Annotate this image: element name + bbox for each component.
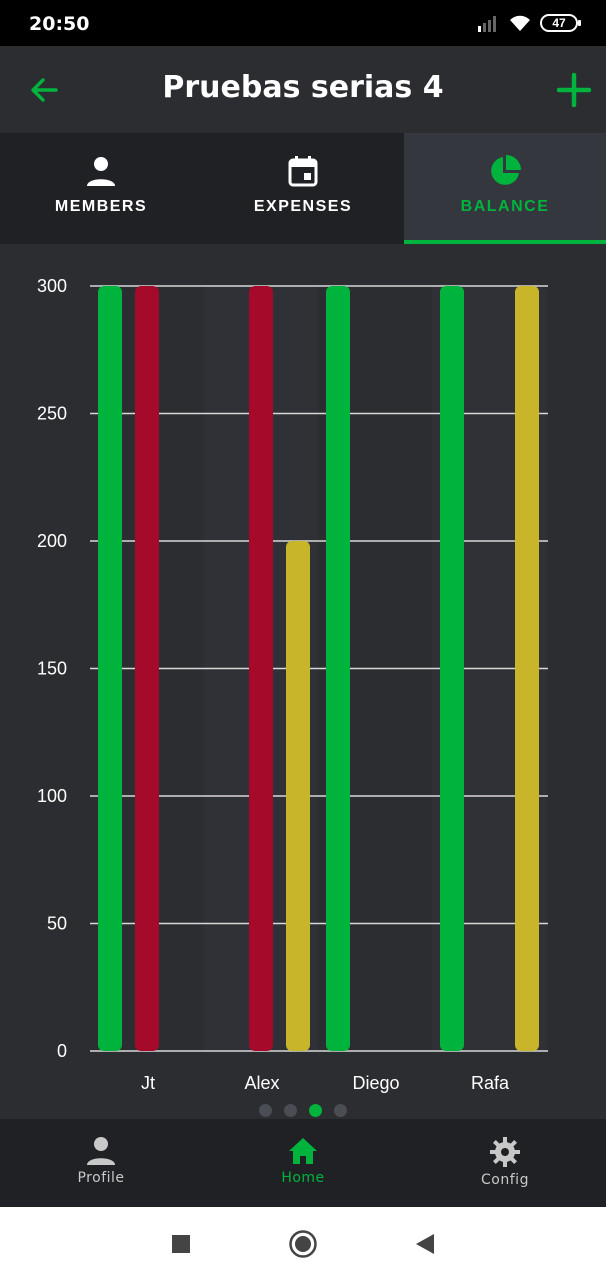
pager-dot[interactable] bbox=[259, 1104, 272, 1117]
bar bbox=[135, 286, 159, 1051]
x-tick-label: Alex bbox=[244, 1073, 279, 1093]
tab-label: BALANCE bbox=[460, 198, 550, 215]
back-system-button[interactable] bbox=[410, 1229, 440, 1259]
pager-dots bbox=[0, 1104, 606, 1117]
status-icons: 47 bbox=[476, 14, 581, 32]
status-bar: 20:50 47 bbox=[0, 0, 606, 46]
tab-label: EXPENSES bbox=[253, 198, 353, 215]
bar bbox=[249, 286, 273, 1051]
bar bbox=[286, 541, 310, 1051]
nav-home[interactable]: Home bbox=[202, 1119, 404, 1207]
person-icon bbox=[83, 153, 119, 189]
back-button[interactable] bbox=[24, 70, 64, 110]
home-icon bbox=[289, 1138, 317, 1164]
pie-chart-icon bbox=[487, 153, 523, 189]
balance-chart: 0 50 100 150 200 250 300 Jt Alex Diego Rafa bbox=[0, 244, 606, 1119]
system-nav bbox=[0, 1207, 606, 1280]
tab-members[interactable]: MEMBERS bbox=[0, 133, 202, 244]
arrow-left-icon bbox=[31, 78, 58, 102]
circle-icon bbox=[289, 1229, 317, 1258]
pager-dot[interactable] bbox=[309, 1104, 322, 1117]
x-tick-label: Rafa bbox=[471, 1073, 510, 1093]
signal-icon bbox=[478, 16, 496, 32]
battery-icon: 47 bbox=[540, 14, 581, 32]
home-system-button[interactable] bbox=[288, 1229, 318, 1259]
bar bbox=[440, 286, 464, 1051]
back-triangle-icon bbox=[416, 1233, 434, 1254]
plus-icon bbox=[556, 72, 592, 108]
y-tick-label: 250 bbox=[37, 404, 67, 424]
y-tick-label: 300 bbox=[37, 276, 67, 296]
wifi-icon bbox=[510, 15, 530, 31]
bar bbox=[326, 286, 350, 1051]
nav-profile[interactable]: Profile bbox=[0, 1119, 202, 1207]
bar bbox=[515, 286, 539, 1051]
y-tick-label: 0 bbox=[57, 1041, 67, 1061]
tab-bar: MEMBERS EXPENSES BALANCE bbox=[0, 133, 606, 244]
bar bbox=[98, 286, 122, 1051]
x-tick-label: Jt bbox=[141, 1073, 155, 1093]
calendar-icon bbox=[285, 153, 321, 189]
tab-balance[interactable]: BALANCE bbox=[404, 133, 606, 244]
person-icon bbox=[87, 1137, 115, 1165]
y-tick-label: 150 bbox=[37, 659, 67, 679]
square-icon bbox=[172, 1234, 190, 1253]
pager-dot[interactable] bbox=[334, 1104, 347, 1117]
add-button[interactable] bbox=[552, 68, 596, 112]
nav-config[interactable]: Config bbox=[404, 1119, 606, 1207]
y-tick-label: 50 bbox=[47, 914, 67, 934]
bottom-nav: Profile Home Config bbox=[0, 1119, 606, 1207]
gear-icon bbox=[490, 1137, 520, 1167]
app-bar: Pruebas serias 4 bbox=[0, 46, 606, 133]
x-tick-label: Diego bbox=[352, 1073, 399, 1093]
pager-dot[interactable] bbox=[284, 1104, 297, 1117]
nav-label: Config bbox=[481, 1172, 529, 1188]
tab-label: MEMBERS bbox=[54, 198, 148, 215]
recents-button[interactable] bbox=[166, 1229, 196, 1259]
y-tick-label: 100 bbox=[37, 786, 67, 806]
bar-chart: 0 50 100 150 200 250 300 Jt Alex Diego Rafa bbox=[37, 276, 548, 1093]
nav-label: Home bbox=[281, 1170, 325, 1186]
status-time: 20:50 bbox=[29, 13, 90, 35]
page-title: Pruebas serias 4 bbox=[162, 70, 444, 105]
nav-label: Profile bbox=[77, 1170, 125, 1186]
tab-expenses[interactable]: EXPENSES bbox=[202, 133, 404, 244]
y-tick-label: 200 bbox=[37, 531, 67, 551]
